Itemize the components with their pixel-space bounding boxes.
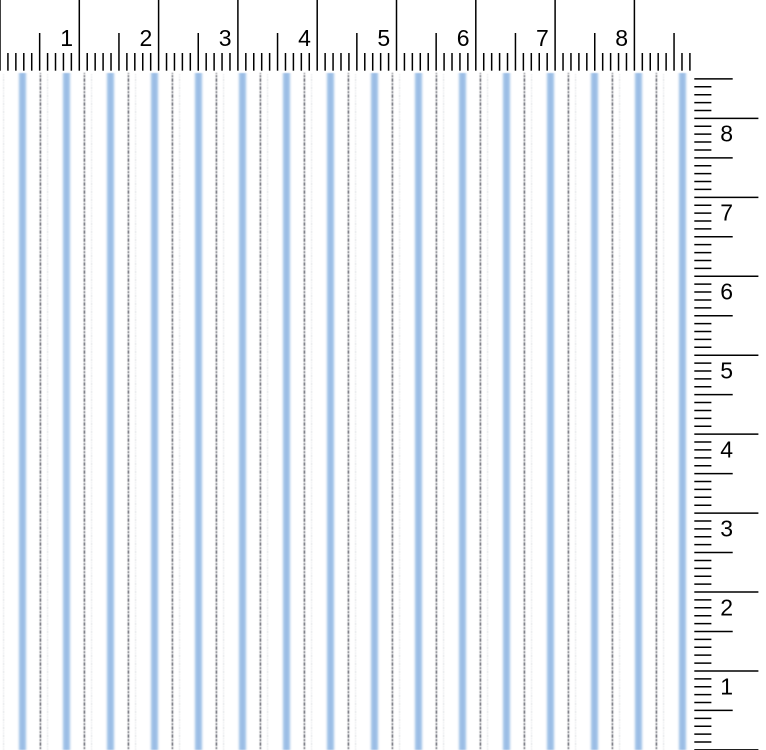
svg-text:6: 6 bbox=[720, 279, 733, 305]
svg-text:4: 4 bbox=[720, 436, 733, 462]
svg-text:7: 7 bbox=[536, 25, 549, 51]
svg-text:7: 7 bbox=[720, 200, 733, 226]
svg-text:8: 8 bbox=[615, 25, 628, 51]
svg-text:1: 1 bbox=[60, 25, 73, 51]
svg-text:2: 2 bbox=[720, 594, 733, 620]
svg-text:5: 5 bbox=[377, 25, 390, 51]
svg-text:3: 3 bbox=[720, 515, 733, 541]
svg-text:5: 5 bbox=[720, 358, 733, 384]
svg-text:2: 2 bbox=[140, 25, 153, 51]
svg-text:1: 1 bbox=[720, 673, 733, 699]
svg-text:4: 4 bbox=[298, 25, 311, 51]
svg-text:3: 3 bbox=[219, 25, 232, 51]
svg-text:6: 6 bbox=[457, 25, 470, 51]
svg-text:8: 8 bbox=[720, 121, 733, 147]
